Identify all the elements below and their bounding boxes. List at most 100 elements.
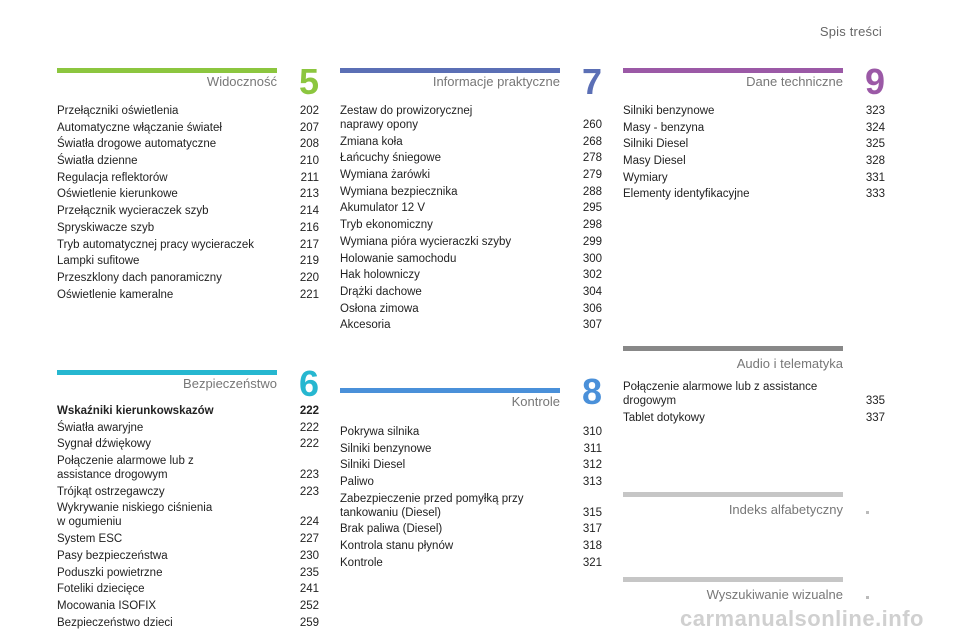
toc-entry-page: 224 bbox=[299, 516, 319, 529]
section-color-bar bbox=[57, 68, 277, 73]
section-label[interactable]: Informacje praktyczne bbox=[432, 74, 560, 89]
toc-entry[interactable]: Drążki dachowe 304 bbox=[340, 285, 602, 299]
bullet-dot bbox=[866, 596, 869, 599]
toc-entry[interactable]: Oświetlenie kameralne 221 bbox=[57, 288, 319, 302]
toc-entry[interactable]: Akumulator 12 V 295 bbox=[340, 201, 602, 215]
toc-entry[interactable]: Połączenie alarmowe lub z assistance drog… bbox=[623, 380, 885, 408]
toc-entry[interactable]: Bezpieczeństwo dzieci 259 bbox=[57, 616, 319, 630]
toc-entry[interactable]: Wymiana bezpiecznika 288 bbox=[340, 185, 602, 199]
toc-entry[interactable]: Łańcuchy śniegowe 278 bbox=[340, 151, 602, 165]
toc-entry[interactable]: Przeszklony dach panoramiczny 220 bbox=[57, 271, 319, 285]
toc-entry-page: 241 bbox=[299, 583, 319, 596]
section-label[interactable]: Wyszukiwanie wizualne bbox=[706, 587, 843, 602]
toc-entry-page: 328 bbox=[865, 155, 885, 168]
section-color-bar bbox=[340, 388, 560, 393]
toc-entry[interactable]: Osłona zimowa 306 bbox=[340, 302, 602, 316]
section-label[interactable]: Audio i telematyka bbox=[736, 356, 843, 371]
toc-entry[interactable]: Tryb ekonomiczny 298 bbox=[340, 218, 602, 232]
toc-entry-page: 214 bbox=[299, 205, 319, 218]
toc-entry[interactable]: Masy Diesel 328 bbox=[623, 154, 885, 168]
toc-entry-page: 324 bbox=[865, 121, 885, 134]
toc-list: Pokrywa silnika 310 Silniki benzynowe 311 Si… bbox=[340, 425, 602, 573]
toc-entry[interactable]: Światła dzienne 210 bbox=[57, 154, 319, 168]
section-number[interactable]: 8 bbox=[581, 371, 602, 412]
section-color-bar bbox=[340, 68, 560, 73]
toc-entry[interactable]: Wymiary 331 bbox=[623, 171, 885, 185]
section-label[interactable]: Kontrole bbox=[511, 394, 560, 409]
toc-entry-page: 202 bbox=[299, 105, 319, 117]
section-label[interactable]: Bezpieczeństwo bbox=[183, 376, 277, 391]
toc-entry-page: 279 bbox=[582, 169, 602, 182]
toc-entry[interactable]: Lampki sufitowe 219 bbox=[57, 254, 319, 268]
toc-entry-page: 220 bbox=[299, 271, 319, 284]
toc-entry[interactable]: System ESC 227 bbox=[57, 532, 319, 546]
toc-entry[interactable]: Foteliki dziecięce 241 bbox=[57, 582, 319, 596]
toc-entry[interactable]: Zmiana koła 268 bbox=[340, 135, 602, 149]
toc-entry[interactable]: Wymiana żarówki 279 bbox=[340, 168, 602, 182]
toc-entry[interactable]: Oświetlenie kierunkowe 213 bbox=[57, 187, 319, 201]
toc-entry[interactable]: Elementy identyfikacyjne 333 bbox=[623, 187, 885, 201]
toc-entry[interactable]: Tablet dotykowy 337 bbox=[623, 411, 885, 425]
toc-entry[interactable]: Zestaw do prowizorycznej naprawy opony 260 bbox=[340, 104, 602, 132]
toc-entry-page: 325 bbox=[865, 138, 885, 151]
toc-entry[interactable]: Pasy bezpieczeństwa 230 bbox=[57, 549, 319, 563]
toc-entry[interactable]: Brak paliwa (Diesel) 317 bbox=[340, 522, 602, 536]
toc-entry[interactable]: Hak holowniczy 302 bbox=[340, 268, 602, 282]
toc-entry[interactable]: Kontrola stanu płynów 318 bbox=[340, 539, 602, 553]
toc-entry[interactable]: Przełącznik wycieraczek szyb 214 bbox=[57, 204, 319, 218]
toc-entry[interactable]: Silniki Diesel 325 bbox=[623, 137, 885, 151]
toc-entry[interactable]: Automatyczne włączanie świateł 207 bbox=[57, 121, 319, 135]
toc-entry[interactable]: Zabezpieczenie przed pomyłką przy tankowa… bbox=[340, 492, 602, 520]
section-number[interactable]: 7 bbox=[581, 61, 602, 102]
toc-entry[interactable]: Akcesoria 307 bbox=[340, 318, 602, 332]
section-color-bar bbox=[623, 346, 843, 351]
toc-entry-title: Łańcuchy śniegowe bbox=[340, 152, 442, 165]
watermark: carmanualsonline.info bbox=[680, 606, 924, 631]
toc-entry[interactable]: Przełączniki oświetlenia 202 bbox=[57, 104, 319, 118]
toc-entry[interactable]: Spryskiwacze szyb 216 bbox=[57, 221, 319, 235]
toc-entry[interactable]: Mocowania ISOFIX 252 bbox=[57, 599, 319, 613]
toc-entry-page: 321 bbox=[582, 556, 602, 569]
toc-entry[interactable]: Światła drogowe automatyczne 208 bbox=[57, 137, 319, 151]
toc-entry[interactable]: Paliwo 313 bbox=[340, 475, 602, 489]
toc-entry[interactable]: Pokrywa silnika 310 bbox=[340, 425, 602, 439]
section-number[interactable]: 5 bbox=[298, 61, 319, 102]
toc-entry[interactable]: Poduszki powietrzne 235 bbox=[57, 566, 319, 580]
section-label[interactable]: Widoczność bbox=[206, 74, 277, 89]
toc-entry[interactable]: Silniki Diesel 312 bbox=[340, 458, 602, 472]
section-label[interactable]: Indeks alfabetyczny bbox=[728, 502, 843, 517]
toc-entry[interactable]: Wykrywanie niskiego ciśnienia w ogumieniu… bbox=[57, 501, 319, 529]
toc-entry[interactable]: Regulacja reflektorów 211 bbox=[57, 171, 319, 185]
section-label[interactable]: Dane techniczne bbox=[746, 74, 843, 89]
toc-entry[interactable]: Wymiana pióra wycieraczki szyby 299 bbox=[340, 235, 602, 249]
toc-entry-title: Holowanie samochodu bbox=[340, 252, 457, 265]
toc-entry[interactable]: Holowanie samochodu 300 bbox=[340, 252, 602, 266]
toc-entry-title: Silniki benzynowe bbox=[623, 105, 715, 117]
toc-entry-page: 211 bbox=[300, 171, 319, 184]
toc-entry-page: 252 bbox=[299, 599, 319, 612]
toc-entry[interactable]: Połączenie alarmowe lub z assistance drog… bbox=[57, 454, 319, 482]
toc-entry-page: 304 bbox=[582, 285, 602, 298]
toc-entry-title: Światła drogowe automatyczne bbox=[57, 138, 217, 151]
section-color-bar bbox=[623, 577, 843, 582]
toc-entry[interactable]: Sygnał dźwiękowy 222 bbox=[57, 437, 319, 451]
toc-entry-page: 310 bbox=[582, 426, 602, 438]
toc-entry-title: Oświetlenie kierunkowe bbox=[57, 188, 178, 201]
toc-entry-page: 222 bbox=[299, 421, 319, 434]
toc-entry[interactable]: Masy - benzyna 324 bbox=[623, 121, 885, 135]
toc-entry-page: 219 bbox=[299, 255, 319, 268]
section-number[interactable]: 9 bbox=[864, 61, 885, 102]
toc-entry-title: Kontrola stanu płynów bbox=[340, 540, 454, 553]
toc-entry[interactable]: Silniki benzynowe 311 bbox=[340, 442, 602, 456]
section-number[interactable]: 6 bbox=[298, 363, 319, 404]
toc-entry[interactable]: Trójkąt ostrzegawczy 223 bbox=[57, 485, 319, 499]
toc-entry-page: 222 bbox=[299, 405, 319, 417]
toc-entry[interactable]: Tryb automatycznej pracy wycieraczek 217 bbox=[57, 238, 319, 252]
toc-entry[interactable]: Wskaźniki kierunkowskazów 222 bbox=[57, 404, 319, 418]
toc-entry[interactable]: Kontrole 321 bbox=[340, 556, 602, 570]
toc-entry[interactable]: Silniki benzynowe 323 bbox=[623, 104, 885, 118]
toc-entry-page: 333 bbox=[865, 188, 885, 201]
toc-entry-page: 268 bbox=[582, 135, 602, 148]
toc-entry[interactable]: Światła awaryjne 222 bbox=[57, 421, 319, 435]
toc-entry-page: 259 bbox=[299, 616, 319, 629]
